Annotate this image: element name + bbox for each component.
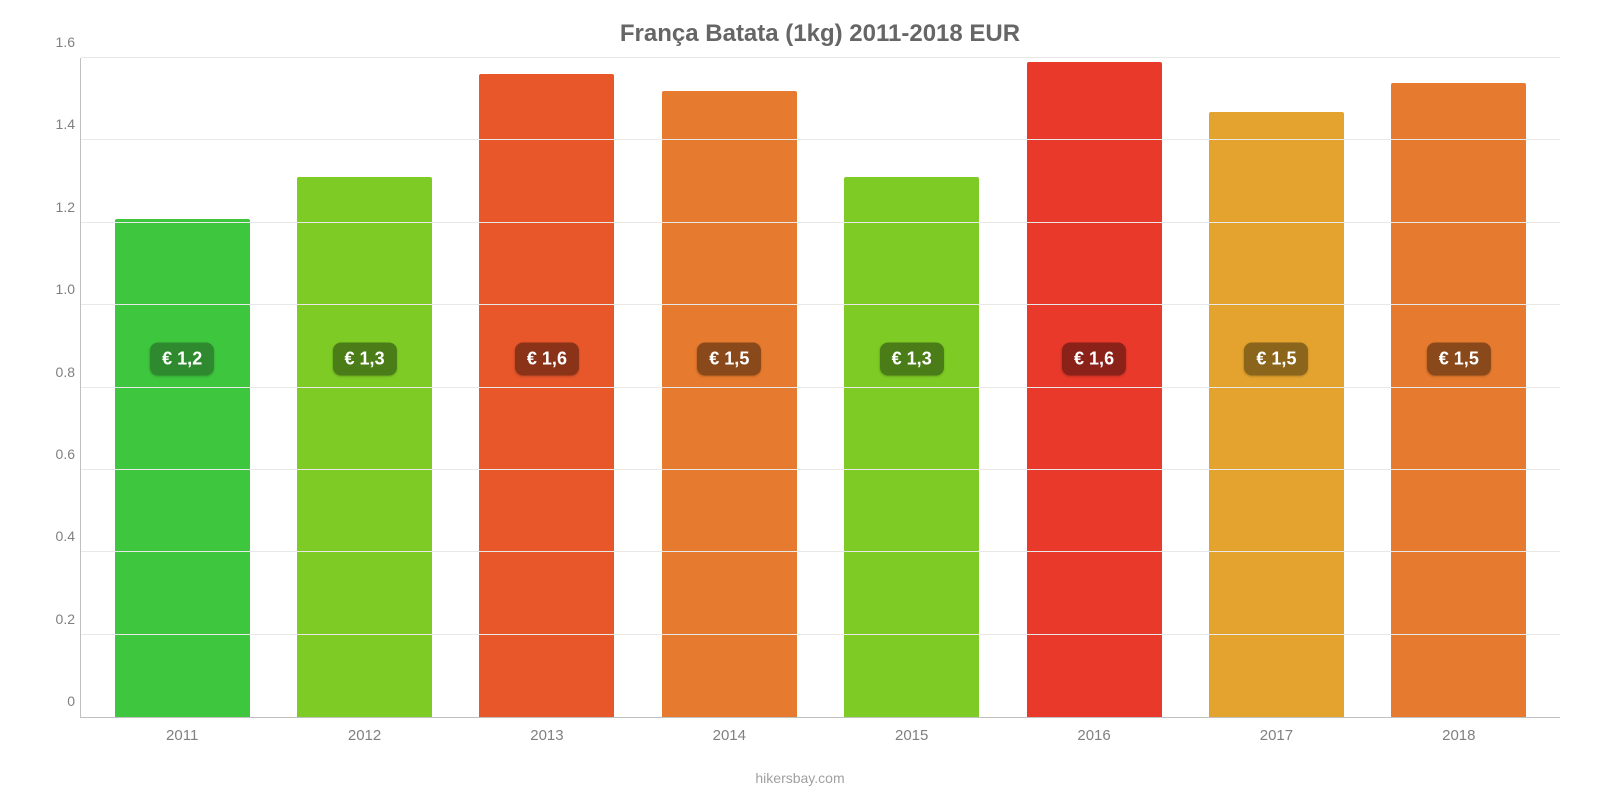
gridline <box>81 222 1560 223</box>
bar <box>1391 83 1526 717</box>
gridline <box>81 304 1560 305</box>
bar-value-label: € 1,6 <box>1062 342 1126 375</box>
chart-container: França Batata (1kg) 2011-2018 EUR € 1,22… <box>0 0 1600 800</box>
bar-slot: € 1,32015 <box>821 58 1003 717</box>
x-tick-label: 2018 <box>1442 727 1475 744</box>
y-tick-label: 1.4 <box>39 116 75 132</box>
bar <box>297 177 432 717</box>
bar <box>115 219 250 717</box>
bar-value-label: € 1,3 <box>880 342 944 375</box>
bar-slot: € 1,62013 <box>456 58 638 717</box>
gridline <box>81 387 1560 388</box>
bar <box>662 91 797 717</box>
bar-slot: € 1,22011 <box>91 58 273 717</box>
y-tick-label: 1.2 <box>39 199 75 215</box>
bar <box>1027 62 1162 717</box>
x-tick-label: 2014 <box>713 727 746 744</box>
bar-value-label: € 1,5 <box>697 342 761 375</box>
bar-slot: € 1,52014 <box>638 58 820 717</box>
bar-value-label: € 1,6 <box>515 342 579 375</box>
y-tick-label: 1.0 <box>39 281 75 297</box>
x-tick-label: 2012 <box>348 727 381 744</box>
bar <box>844 177 979 717</box>
plot-area: € 1,22011€ 1,32012€ 1,62013€ 1,52014€ 1,… <box>80 58 1560 718</box>
bar-value-label: € 1,2 <box>150 342 214 375</box>
bar-slot: € 1,52018 <box>1368 58 1550 717</box>
bars-group: € 1,22011€ 1,32012€ 1,62013€ 1,52014€ 1,… <box>81 58 1560 717</box>
x-tick-label: 2017 <box>1260 727 1293 744</box>
bar-slot: € 1,32012 <box>273 58 455 717</box>
y-tick-label: 1.6 <box>39 34 75 50</box>
chart-title: França Batata (1kg) 2011-2018 EUR <box>80 20 1560 48</box>
y-tick-label: 0 <box>39 693 75 709</box>
attribution: hikersbay.com <box>755 770 844 786</box>
gridline <box>81 469 1560 470</box>
bar-value-label: € 1,3 <box>333 342 397 375</box>
y-tick-label: 0.6 <box>39 446 75 462</box>
bar <box>479 74 614 717</box>
x-tick-label: 2016 <box>1077 727 1110 744</box>
x-tick-label: 2011 <box>166 727 198 744</box>
gridline <box>81 57 1560 58</box>
y-tick-label: 0.2 <box>39 611 75 627</box>
bar <box>1209 112 1344 717</box>
gridline <box>81 139 1560 140</box>
bar-slot: € 1,62016 <box>1003 58 1185 717</box>
x-tick-label: 2013 <box>530 727 563 744</box>
x-tick-label: 2015 <box>895 727 928 744</box>
gridline <box>81 634 1560 635</box>
y-tick-label: 0.8 <box>39 364 75 380</box>
bar-slot: € 1,52017 <box>1185 58 1367 717</box>
gridline <box>81 551 1560 552</box>
y-tick-label: 0.4 <box>39 528 75 544</box>
bar-value-label: € 1,5 <box>1427 342 1491 375</box>
bar-value-label: € 1,5 <box>1244 342 1308 375</box>
